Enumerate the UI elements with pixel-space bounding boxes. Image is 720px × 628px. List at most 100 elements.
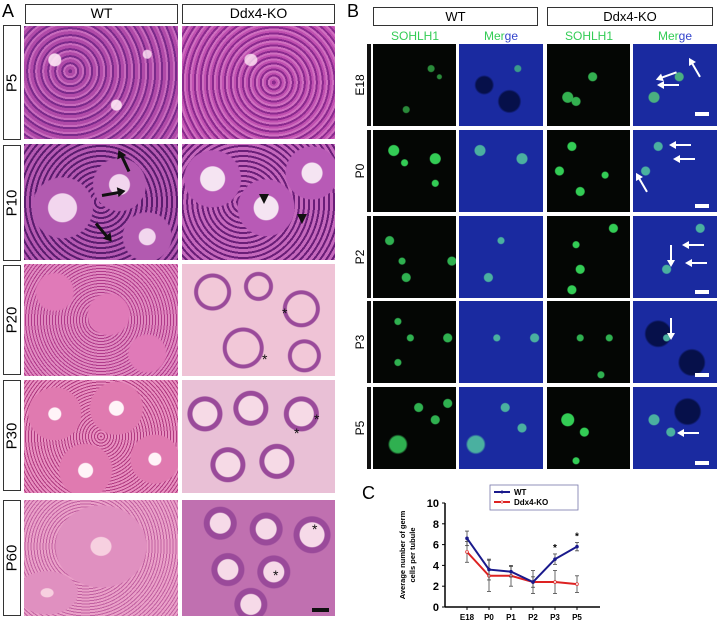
white-arrow-icon — [691, 62, 701, 78]
panel-a-row-label-p5: P5 — [3, 25, 21, 140]
fluo-sohlh1-ko-p3 — [547, 301, 630, 383]
white-arrow-icon — [685, 259, 707, 267]
panel-b-header-ko: Ddx4-KO — [547, 7, 713, 26]
fluo-merge-wt-p0 — [459, 130, 543, 212]
y-tick-label: 8 — [433, 519, 439, 531]
he-image-wt-p10 — [24, 144, 178, 260]
fluo-sohlh1-wt-p0 — [373, 130, 456, 212]
line-chart: 0 2 4 6 8 10 E18 P0 P1 P2 P3 P5 Average number of ge… — [380, 480, 720, 623]
scale-bar — [695, 112, 709, 116]
row-bar-p3 — [367, 301, 371, 383]
scale-bar — [695, 461, 709, 465]
y-axis-label: Average number of germ cells per tubule — [398, 510, 417, 599]
y-tick-label: 0 — [433, 602, 439, 614]
asterisk-marker: * — [294, 425, 300, 441]
white-arrow-icon — [670, 318, 672, 334]
x-tick-label: P0 — [484, 613, 494, 622]
subcol-sohlh1-wt: SOHLH1 — [390, 29, 440, 43]
svg-text:Average number of germ: Average number of germ — [398, 510, 407, 599]
white-arrow-icon — [638, 177, 648, 193]
y-tick-label: 2 — [433, 581, 439, 593]
fluo-sohlh1-ko-p0 — [547, 130, 630, 212]
significance-asterisk: * — [575, 532, 579, 543]
subcol-merge-wt: Merge — [483, 29, 519, 43]
scale-bar — [695, 290, 709, 294]
fluo-sohlh1-ko-p5 — [547, 387, 630, 469]
he-image-wt-p60 — [24, 500, 178, 616]
black-arrowhead-icon — [297, 214, 307, 224]
legend-label-wt: WT — [514, 488, 527, 497]
fluo-merge-ko-p5 — [633, 387, 717, 469]
panel-a-row-label-p10: P10 — [3, 145, 21, 261]
white-arrow-icon — [677, 429, 699, 437]
subcol-merge-ko: Merge — [657, 29, 693, 43]
series-line-wt — [466, 537, 578, 584]
panel-c-letter: C — [362, 483, 375, 503]
panel-b-row-label-p3: P3 — [353, 334, 367, 350]
fluo-merge-wt-p2 — [459, 216, 543, 298]
x-tick-label: P5 — [572, 613, 582, 622]
scale-bar — [695, 373, 709, 377]
y-tick-label: 6 — [433, 540, 439, 552]
fluo-sohlh1-wt-p3 — [373, 301, 456, 383]
panel-b-row-label-e18: E18 — [353, 74, 367, 96]
panel-b-row-label-p5: P5 — [353, 420, 367, 436]
fluo-sohlh1-ko-e18 — [547, 44, 630, 126]
y-tick-label: 4 — [433, 560, 440, 572]
panel-b-letter: B — [347, 1, 360, 21]
he-image-ko-p5 — [182, 26, 335, 139]
fluo-merge-wt-p3 — [459, 301, 543, 383]
fluo-merge-ko-p0 — [633, 130, 717, 212]
panel-a-row-label-p20: P20 — [3, 265, 21, 375]
white-arrow-icon — [673, 155, 695, 163]
white-arrow-icon — [661, 71, 677, 79]
legend — [489, 484, 579, 511]
chart-svg: 0 2 4 6 8 10 E18 P0 P1 P2 P3 P5 Average number of ge… — [398, 484, 600, 622]
white-arrow-icon — [682, 241, 704, 249]
panel-b-header-wt: WT — [373, 7, 538, 26]
asterisk-marker: * — [312, 521, 318, 537]
white-arrow-icon — [670, 245, 672, 261]
fluo-merge-wt-e18 — [459, 44, 543, 126]
he-image-wt-p20 — [24, 264, 178, 376]
fluo-sohlh1-wt-p2 — [373, 216, 456, 298]
panel-a-header-wt: WT — [25, 4, 178, 24]
fluo-sohlh1-wt-e18 — [373, 44, 456, 126]
fluo-merge-wt-p5 — [459, 387, 543, 469]
white-arrow-icon — [657, 81, 679, 89]
row-bar-e18 — [367, 44, 371, 126]
significance-asterisk: * — [553, 543, 557, 554]
row-bar-p5 — [367, 387, 371, 469]
fluo-merge-ko-e18 — [633, 44, 717, 126]
asterisk-marker: * — [314, 411, 320, 427]
series-line-ko — [466, 551, 578, 586]
panel-a-letter: A — [2, 1, 15, 21]
he-image-ko-p60: * * — [182, 500, 335, 616]
asterisk-marker: * — [273, 567, 279, 583]
svg-text:cells per tubule: cells per tubule — [408, 527, 417, 582]
panel-b-row-label-p0: P0 — [353, 163, 367, 179]
he-image-ko-p30: * * — [182, 380, 335, 493]
black-arrowhead-icon — [259, 194, 269, 204]
x-tick-label: P2 — [528, 613, 538, 622]
y-tick-label: 10 — [427, 498, 439, 510]
he-image-wt-p30 — [24, 380, 178, 493]
x-tick-label: P1 — [506, 613, 516, 622]
x-tick-label: E18 — [460, 613, 475, 622]
x-tick-label: P3 — [550, 613, 560, 622]
row-bar-p0 — [367, 130, 371, 212]
asterisk-marker: * — [282, 305, 288, 321]
panel-b-row-label-p2: P2 — [353, 249, 367, 265]
scale-bar — [312, 608, 329, 612]
he-image-wt-p5 — [24, 26, 178, 139]
black-arrow-icon — [101, 190, 120, 197]
legend-label-ko: Ddx4-KO — [514, 498, 548, 507]
fluo-sohlh1-ko-p2 — [547, 216, 630, 298]
panel-a-row-label-p60: P60 — [3, 500, 21, 616]
row-bar-p2 — [367, 216, 371, 298]
black-arrow-icon — [94, 222, 109, 239]
he-image-ko-p20: * * — [182, 264, 335, 376]
panel-a-row-label-p30: P30 — [3, 380, 21, 491]
panel-a-header-ko: Ddx4-KO — [182, 4, 335, 24]
scale-bar — [695, 204, 709, 208]
